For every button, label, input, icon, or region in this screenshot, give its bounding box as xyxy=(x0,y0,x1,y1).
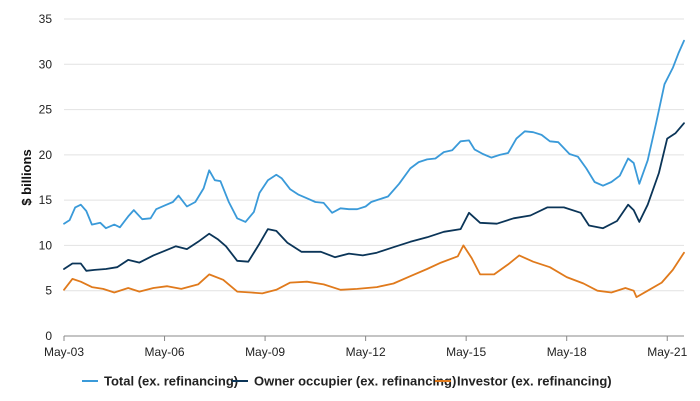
y-tick-label: 10 xyxy=(39,238,53,252)
x-tick-label: May-21 xyxy=(647,345,687,359)
y-tick-label: 0 xyxy=(45,329,52,343)
x-tick-label: May-15 xyxy=(446,345,486,359)
x-tick-label: May-06 xyxy=(145,345,185,359)
y-tick-label: 25 xyxy=(39,103,53,117)
x-tick-label: May-09 xyxy=(245,345,285,359)
x-tick-label: May-03 xyxy=(44,345,84,359)
x-axis-ticks: May-03 May-06 May-09 May-12 May-15 May-18 May-… xyxy=(44,336,688,359)
legend-label-investor: Investor (ex. refinancing) xyxy=(457,374,612,389)
legend-label-owner: Owner occupier (ex. refinancing) xyxy=(254,374,456,389)
x-tick-label: May-18 xyxy=(547,345,587,359)
y-tick-label: 5 xyxy=(45,284,52,298)
y-tick-label: 15 xyxy=(39,193,53,207)
series-lines xyxy=(63,39,685,299)
y-axis-title: $ billions xyxy=(19,149,34,205)
gridlines xyxy=(64,18,684,292)
x-tick-label: May-12 xyxy=(346,345,386,359)
y-tick-label: 35 xyxy=(39,12,53,26)
series-line-investor xyxy=(63,244,685,299)
y-axis-ticks: 0 5 10 15 20 25 30 35 xyxy=(39,12,53,343)
series-line-owner xyxy=(63,122,685,272)
y-tick-label: 30 xyxy=(39,57,53,71)
legend: Total (ex. refinancing) Owner occupier (e… xyxy=(82,374,612,389)
series-line-total xyxy=(63,39,685,230)
legend-label-total: Total (ex. refinancing) xyxy=(104,374,238,389)
y-tick-label: 20 xyxy=(39,148,53,162)
